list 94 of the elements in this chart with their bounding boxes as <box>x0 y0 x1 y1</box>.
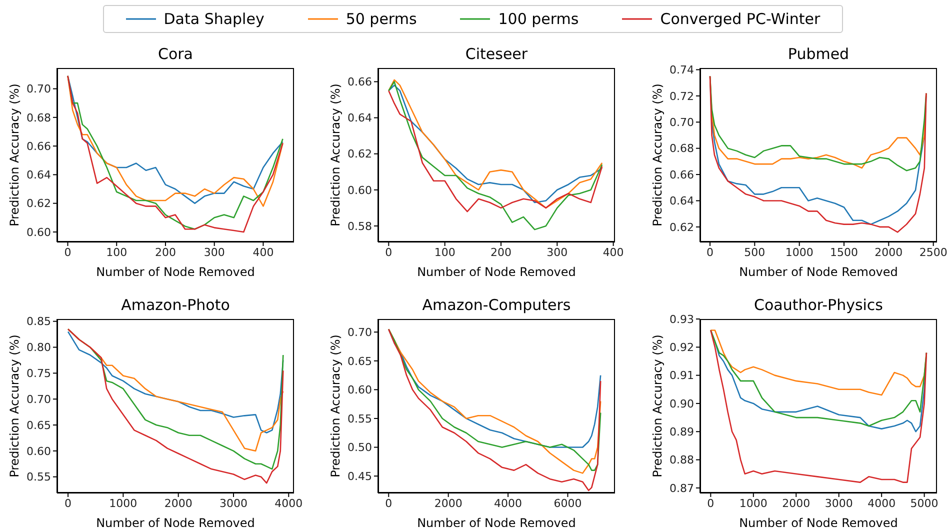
y-tick-label: 0.66 <box>670 168 694 182</box>
y-tick-label: 0.93 <box>670 312 694 326</box>
y-tick-label: 0.75 <box>26 367 51 380</box>
legend-label: 50 perms <box>346 10 417 28</box>
legend-label: Converged PC-Winter <box>660 10 820 28</box>
y-tick-label: 0.87 <box>670 482 694 495</box>
y-tick-label: 0.64 <box>26 168 51 182</box>
x-tick-label: 3000 <box>219 496 248 510</box>
y-tick-label: 0.90 <box>670 397 694 410</box>
x-tick-label: 2500 <box>919 246 948 259</box>
y-tick-label: 0.60 <box>26 444 51 458</box>
x-tick-label: 300 <box>204 246 225 259</box>
x-tick-label: 100 <box>434 246 456 259</box>
x-tick-label: 500 <box>744 246 766 259</box>
x-tick-label: 0 <box>64 496 72 510</box>
y-tick-label: 0.66 <box>348 76 372 89</box>
x-tick-label: 2000 <box>874 246 903 259</box>
x-axis-title: Number of Node Removed <box>417 265 576 279</box>
y-tick-label: 0.64 <box>670 194 694 208</box>
x-tick-label: 0 <box>385 246 392 259</box>
x-tick-label: 0 <box>385 496 392 510</box>
y-tick-label: 0.65 <box>348 354 372 368</box>
chart-title: Cora <box>156 45 194 63</box>
y-tick-label: 0.68 <box>26 111 51 124</box>
y-tick-label: 0.70 <box>348 326 372 339</box>
chart-title: Amazon-Computers <box>421 296 572 314</box>
y-axis-title: Prediction Accuracy (%) <box>650 84 664 226</box>
y-axis-title: Prediction Accuracy (%) <box>650 334 664 478</box>
y-tick-label: 0.50 <box>348 441 372 454</box>
line-series <box>67 331 284 434</box>
chart-title: Coauthor-Physics <box>752 296 884 314</box>
x-tick-label: 3000 <box>824 496 853 510</box>
y-tick-label: 0.85 <box>26 315 51 328</box>
y-tick-label: 0.58 <box>348 220 372 233</box>
y-tick-label: 0.65 <box>26 418 51 432</box>
x-axis-title: Number of Node Removed <box>417 516 576 529</box>
x-tick-label: 2000 <box>164 496 192 510</box>
x-tick-label: 6000 <box>554 496 582 510</box>
line-series <box>710 330 928 483</box>
x-axis-title: Number of Node Removed <box>739 265 898 279</box>
x-tick-label: 2000 <box>434 496 462 510</box>
y-axis-title: Prediction Accuracy (%) <box>328 334 342 478</box>
y-tick-label: 0.62 <box>26 197 51 210</box>
y-tick-label: 0.91 <box>670 369 694 382</box>
y-tick-label: 0.62 <box>348 148 372 161</box>
x-tick-label: 4000 <box>868 496 896 510</box>
y-tick-label: 0.55 <box>348 412 372 426</box>
y-tick-label: 0.55 <box>26 470 51 484</box>
legend-label: 100 perms <box>498 10 579 28</box>
x-tick-label: 1500 <box>830 246 858 259</box>
x-tick-label: 1000 <box>785 246 814 259</box>
legend-label: Data Shapley <box>164 10 264 28</box>
x-axis-title: Number of Node Removed <box>96 265 255 279</box>
y-tick-label: 0.60 <box>26 226 51 239</box>
y-tick-label: 0.45 <box>348 470 372 483</box>
chart-title: Citeseer <box>464 45 529 63</box>
y-tick-label: 0.60 <box>348 384 372 397</box>
chart-title: Amazon-Photo <box>120 296 231 314</box>
y-tick-label: 0.68 <box>670 142 694 156</box>
x-tick-label: 300 <box>546 246 568 259</box>
x-tick-label: 100 <box>106 246 128 259</box>
x-axis-title: Number of Node Removed <box>739 516 898 529</box>
y-tick-label: 0.74 <box>670 64 694 77</box>
y-tick-label: 0.66 <box>26 140 51 153</box>
x-tick-label: 0 <box>706 246 714 259</box>
y-tick-label: 0.80 <box>26 341 51 354</box>
y-tick-label: 0.64 <box>348 112 372 125</box>
y-tick-label: 0.88 <box>670 454 694 467</box>
y-axis-title: Prediction Accuracy (%) <box>7 84 22 226</box>
x-tick-label: 400 <box>252 246 274 259</box>
x-tick-label: 1000 <box>739 496 768 510</box>
chart-title: Pubmed <box>786 45 850 63</box>
x-tick-label: 1000 <box>109 496 138 510</box>
x-tick-label: 0 <box>707 496 714 510</box>
y-tick-label: 0.89 <box>670 426 694 439</box>
y-tick-label: 0.70 <box>670 116 694 130</box>
x-tick-label: 200 <box>490 246 512 259</box>
y-tick-label: 0.70 <box>26 82 51 96</box>
y-tick-label: 0.62 <box>670 220 694 234</box>
y-tick-label: 0.70 <box>26 392 51 406</box>
x-tick-label: 4000 <box>494 496 522 510</box>
x-tick-label: 200 <box>154 246 176 259</box>
y-tick-label: 0.72 <box>670 90 694 103</box>
line-series <box>388 81 603 230</box>
x-tick-label: 4000 <box>274 496 303 510</box>
y-tick-label: 0.60 <box>348 184 372 197</box>
x-tick-label: 0 <box>64 246 72 259</box>
y-axis-title: Prediction Accuracy (%) <box>328 84 342 226</box>
x-tick-label: 2000 <box>782 496 810 510</box>
x-tick-label: 5000 <box>910 496 938 510</box>
y-axis-title: Prediction Accuracy (%) <box>7 334 22 478</box>
x-tick-label: 400 <box>602 246 624 259</box>
x-axis-title: Number of Node Removed <box>96 516 255 529</box>
y-tick-label: 0.92 <box>670 341 694 354</box>
